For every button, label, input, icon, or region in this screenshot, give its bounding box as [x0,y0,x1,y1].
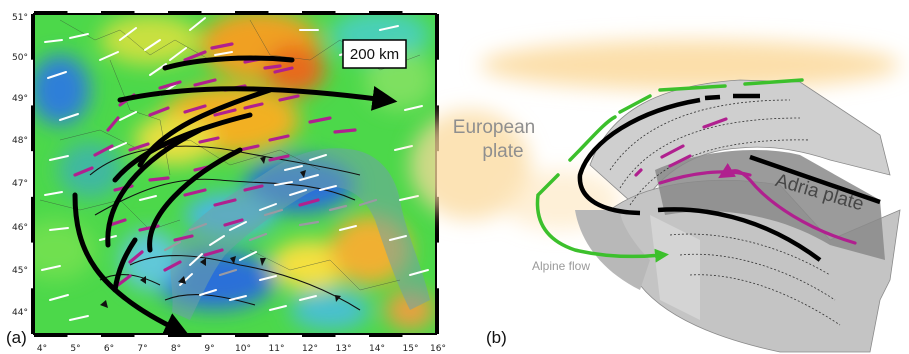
lon-tick: 14° [369,344,385,354]
flow-arrow-mid2 [112,112,253,183]
lon-tick: 9° [204,344,214,354]
frame-segment [101,11,135,14]
lon-tick: 11° [269,344,285,354]
map-panel-a: 4° 5° 6° 7° 8° 9° 10° 11° 12° 13° 14° 15… [6,11,446,354]
frame-segment [31,14,34,60]
frame-segment [302,11,336,14]
lat-tick: 50° [12,53,28,63]
white-anisotropy-bars [41,17,429,321]
frame-segment [235,334,269,337]
lon-tick: 7° [137,344,147,354]
flow-arrow-north-upper [162,55,295,71]
frame-segment [31,196,34,243]
longitude-tick-labels: 4° 5° 6° 7° 8° 9° 10° 11° 12° 13° 14° 15… [37,344,446,354]
lat-tick: 46° [12,223,28,233]
flow-arrow-south [72,192,190,334]
magenta-flow [634,117,857,245]
frame-segment [436,196,439,243]
lon-tick: 13° [336,344,352,354]
lon-tick: 10° [235,344,251,354]
lon-tick: 15° [403,344,419,354]
flow-arrow-southwest [112,237,138,293]
lon-tick: 12° [302,344,318,354]
panel-label-a: (a) [6,328,27,347]
frame-segment [369,334,403,337]
lon-tick: 16° [430,344,446,354]
lon-tick: 8° [171,344,181,354]
european-plate-label-line2: plate [482,141,523,162]
lon-tick: 5° [70,344,80,354]
lat-tick: 45° [12,266,28,276]
lon-tick: 4° [37,344,47,354]
flow-arrows [72,55,398,334]
alpine-flow-label: Alpine flow [532,259,590,273]
flow-arrow-west [105,127,203,248]
european-plate-label-line1: European [453,117,535,138]
frame-segment [101,334,135,337]
alpine-flow-line [535,78,804,263]
frame-segment [168,11,202,14]
frame-segment [436,288,439,334]
frame-segment [34,11,68,14]
frame-segment [168,334,202,337]
frame-segment [31,105,34,152]
lat-tick: 47° [12,179,28,189]
frame-segment [436,14,439,60]
lat-tick: 51° [12,13,28,23]
flow-arrow-inner [147,147,243,253]
scale-bar-label: 200 km [350,46,399,63]
frame-segment [369,11,403,14]
lat-tick: 44° [12,308,28,318]
latitude-tick-labels: 51° 50° 49° 48° 47° 46° 45° 44° [12,13,28,318]
frame-segment [31,288,34,334]
lon-tick: 6° [104,344,114,354]
frame-segment [34,334,68,337]
panel-label-b: (b) [486,328,507,347]
sketch-panel-b: European plate Adria plate Alpine flow (… [410,40,901,353]
lat-tick: 49° [12,94,28,104]
flow-arrow-north [117,85,398,111]
scale-bar: 200 km [342,39,407,69]
frame-segment [235,11,269,14]
trench-lines [577,93,881,262]
frame-segment [302,334,336,337]
thrust-teeth [100,156,341,308]
lat-tick: 48° [12,136,28,146]
